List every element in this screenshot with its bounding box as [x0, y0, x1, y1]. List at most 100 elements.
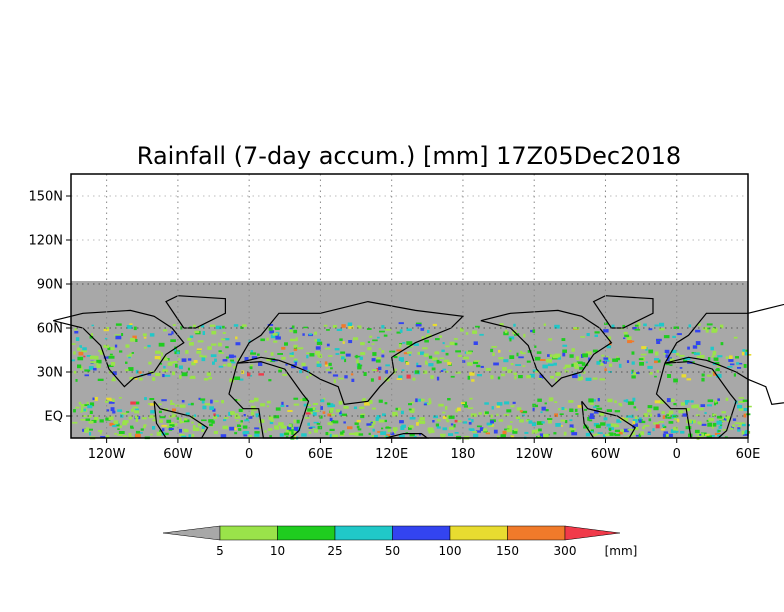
rain-cell	[123, 420, 129, 424]
rain-cell	[691, 352, 696, 354]
rain-cell	[570, 430, 575, 433]
rain-cell	[399, 343, 403, 345]
rain-cell	[618, 431, 623, 435]
rain-cell	[440, 370, 444, 372]
rain-cell	[614, 410, 621, 413]
rain-cell	[453, 338, 458, 340]
rain-cell	[242, 324, 247, 327]
rain-cell	[526, 375, 531, 379]
rain-cell	[712, 350, 717, 355]
rain-cell	[472, 431, 478, 433]
rain-cell	[132, 406, 139, 409]
rain-cell	[135, 433, 141, 438]
rain-cell	[514, 375, 517, 380]
rain-cell	[158, 410, 162, 414]
rain-cell	[376, 415, 381, 419]
rain-cell	[658, 421, 664, 423]
rain-cell	[432, 323, 437, 327]
colorbar-tick-label: 25	[327, 544, 342, 558]
rain-cell	[187, 403, 193, 406]
rain-cell	[89, 410, 93, 414]
rain-cell	[498, 349, 501, 353]
rain-cell	[428, 398, 431, 401]
rain-cell	[549, 354, 553, 358]
rain-cell	[599, 359, 602, 362]
rain-cell	[461, 402, 465, 404]
rain-cell	[725, 397, 729, 401]
colorbar-tick-label: 10	[270, 544, 285, 558]
rain-cell	[439, 357, 445, 359]
coastline	[236, 300, 465, 405]
rain-cell	[111, 379, 116, 382]
rain-cell	[85, 427, 90, 430]
rain-cell	[687, 346, 690, 350]
rain-cell	[297, 347, 304, 350]
rain-cell	[91, 324, 94, 327]
rain-cell	[131, 408, 134, 412]
rain-cell	[669, 364, 673, 366]
lat-tick-label: 150N	[28, 190, 63, 205]
rain-cell	[664, 349, 670, 354]
rain-cell	[738, 407, 744, 411]
lat-tick-label: EQ	[45, 410, 63, 425]
rain-cell	[293, 358, 298, 361]
rain-cell	[184, 419, 190, 423]
rain-cell	[623, 331, 628, 335]
rain-cell	[338, 377, 344, 380]
rain-cell	[593, 434, 597, 437]
rain-cell	[515, 364, 521, 366]
rain-cell	[254, 431, 260, 434]
rain-cell	[483, 428, 488, 432]
rain-cell	[268, 327, 273, 331]
rain-cell	[112, 371, 117, 376]
rain-cell	[119, 350, 123, 353]
rain-cell	[339, 410, 342, 414]
rain-cell	[582, 371, 586, 374]
rain-cell	[259, 419, 265, 423]
rain-cell	[332, 434, 339, 438]
rain-cell	[107, 347, 111, 351]
rain-cell	[568, 400, 574, 403]
rain-cell	[480, 365, 484, 368]
rain-cell	[129, 353, 133, 355]
rain-cell	[413, 343, 419, 346]
rain-cell	[148, 361, 152, 365]
rain-cell	[564, 370, 569, 373]
rain-cell	[147, 373, 152, 376]
rain-cell	[114, 344, 118, 348]
rain-cell	[362, 398, 366, 401]
rain-cell	[432, 420, 435, 423]
rain-cell	[708, 418, 714, 422]
rain-cell	[729, 427, 734, 430]
rain-cell	[697, 421, 702, 425]
rain-cell	[140, 428, 144, 431]
rain-cell	[573, 362, 578, 367]
rain-cell	[168, 427, 174, 430]
rain-cell	[135, 418, 139, 422]
rain-cell	[159, 416, 166, 419]
rain-cell	[569, 424, 574, 428]
rain-cell	[333, 420, 339, 424]
rain-cell	[326, 343, 330, 347]
rain-cell	[207, 346, 212, 350]
rain-cell	[309, 353, 315, 357]
rain-cell	[302, 333, 305, 336]
rain-cell	[742, 399, 748, 402]
rain-cell	[199, 354, 203, 358]
rain-cell	[493, 429, 498, 434]
rain-cell	[732, 424, 735, 428]
rain-cell	[250, 411, 255, 416]
rain-cell	[479, 333, 484, 336]
rain-cell	[546, 358, 552, 363]
rain-cell	[100, 436, 106, 438]
lat-tick-label: 90N	[37, 278, 63, 293]
rain-cell	[622, 324, 626, 329]
rain-cell	[270, 419, 274, 422]
rain-cell	[596, 361, 601, 365]
rain-cell	[163, 329, 168, 332]
rain-cell	[405, 432, 409, 434]
rain-cell	[306, 376, 309, 379]
rain-cell	[289, 427, 295, 430]
rain-cell	[125, 369, 129, 372]
rain-cell	[89, 355, 95, 360]
